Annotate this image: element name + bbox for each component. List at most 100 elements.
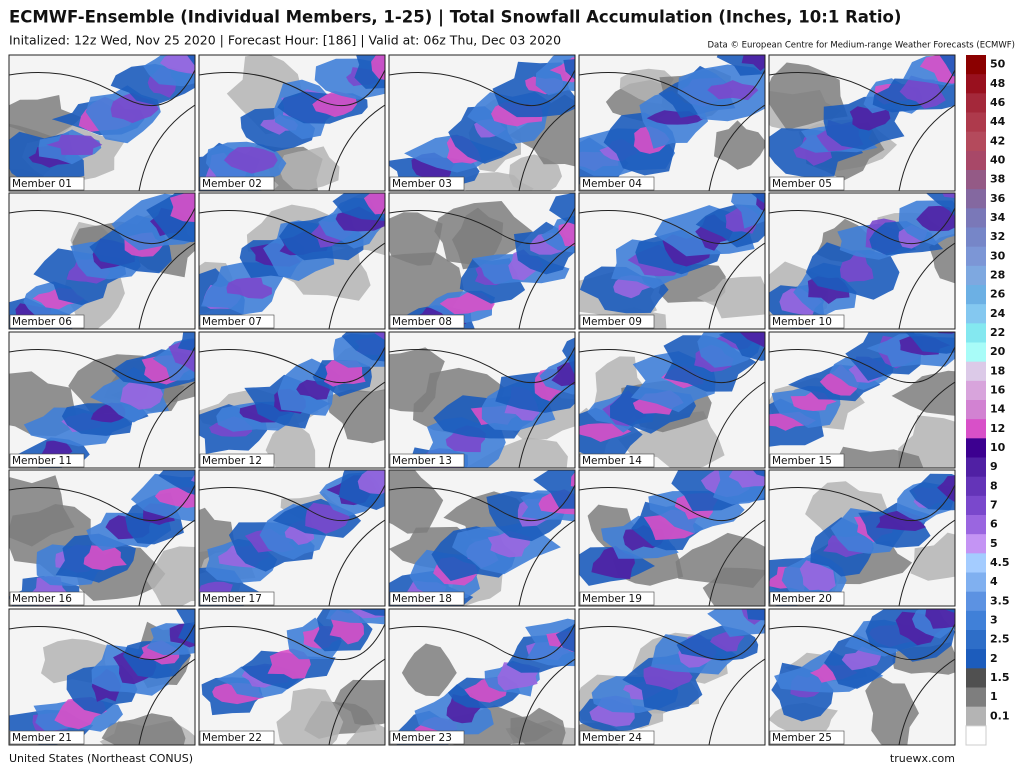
snow-band xyxy=(533,470,575,509)
coastline xyxy=(708,381,765,468)
subtitle: Initalized: 12z Wed, Nov 25 2020 | Forec… xyxy=(9,33,561,48)
snow-heavy xyxy=(169,193,195,222)
snow-light xyxy=(9,475,75,547)
map-panel xyxy=(9,193,195,329)
colorbar-label: 2.5 xyxy=(990,633,1010,646)
snow-heavy xyxy=(937,475,955,503)
colorbar-swatch xyxy=(966,112,986,133)
member-label: Member 03 xyxy=(392,178,452,190)
snow-heavy xyxy=(899,75,946,109)
snow-heavy xyxy=(799,560,836,592)
colorbar-label: 16 xyxy=(990,383,1006,396)
coastline xyxy=(328,242,385,329)
panel-frame xyxy=(578,54,766,192)
map-panel xyxy=(579,332,765,468)
member-label-box xyxy=(199,730,275,745)
colorbar-label: 44 xyxy=(990,115,1006,128)
snow-light xyxy=(389,470,444,534)
member-label-box xyxy=(9,314,85,329)
colorbar-label: 50 xyxy=(990,58,1006,71)
border xyxy=(389,346,575,384)
snow-heavy xyxy=(83,545,127,571)
coastline xyxy=(898,242,955,329)
coastline xyxy=(898,658,955,745)
member-label: Member 04 xyxy=(582,178,642,190)
coastline xyxy=(518,658,575,745)
panel-frame xyxy=(198,54,386,192)
panel-frame xyxy=(768,469,956,607)
colorbar-label: 42 xyxy=(990,134,1005,147)
footer-site: truewx.com xyxy=(890,752,955,765)
member-label-box xyxy=(199,314,275,329)
colorbar-swatch xyxy=(966,93,986,113)
colorbar-swatch xyxy=(966,246,986,267)
border xyxy=(199,346,385,384)
colorbar-swatch xyxy=(966,265,986,286)
colorbar-swatch xyxy=(966,189,986,209)
member-label-box xyxy=(769,730,845,745)
border xyxy=(9,484,195,522)
panel-frame xyxy=(578,469,766,607)
snow-band xyxy=(752,470,765,477)
snow-heavy xyxy=(191,470,195,483)
member-label: Member 21 xyxy=(12,732,72,744)
member-label: Member 11 xyxy=(12,455,72,467)
snow-band xyxy=(549,193,575,225)
panel-frame xyxy=(388,469,576,607)
snow-heavy xyxy=(357,470,385,495)
coastline xyxy=(518,242,575,329)
coastline xyxy=(708,519,765,606)
snow-heavy xyxy=(741,55,765,71)
colorbar-swatch xyxy=(966,400,986,420)
map-panel xyxy=(389,332,575,468)
colorbar-label: 3.5 xyxy=(990,594,1010,607)
member-label-box xyxy=(769,314,845,329)
snow-heavy xyxy=(710,631,745,652)
border xyxy=(9,69,195,107)
snow-heavy xyxy=(160,55,195,74)
member-label-box xyxy=(9,176,85,191)
colorbar-label: 4 xyxy=(990,575,998,588)
colorbar-swatch xyxy=(966,170,986,190)
snow-band xyxy=(562,337,575,374)
colorbar-swatch xyxy=(966,285,986,305)
colorbar-swatch xyxy=(966,380,986,401)
map-panel xyxy=(9,609,195,745)
panel-frame xyxy=(578,331,766,469)
snow-band xyxy=(177,332,195,352)
panel-frame xyxy=(8,331,196,469)
colorbar-swatch xyxy=(966,553,986,573)
member-label-box xyxy=(389,314,465,329)
colorbar-swatch xyxy=(966,342,986,363)
map-panel xyxy=(199,609,385,745)
snow-light xyxy=(265,405,316,468)
border xyxy=(579,207,765,245)
member-label: Member 02 xyxy=(202,178,262,190)
colorbar-swatch xyxy=(966,687,986,708)
snow-heavy xyxy=(374,332,385,341)
map-panel xyxy=(579,55,765,191)
coastline xyxy=(328,381,385,468)
member-label-box xyxy=(579,730,655,745)
panel-frame xyxy=(198,469,386,607)
colorbar-label: 7 xyxy=(990,498,998,511)
colorbar-label: 46 xyxy=(990,96,1006,109)
colorbar-swatch xyxy=(966,419,986,439)
colorbar-label: 0.1 xyxy=(990,709,1010,722)
member-label: Member 09 xyxy=(582,316,642,328)
colorbar-swatch xyxy=(966,706,986,727)
colorbar-swatch xyxy=(966,361,986,382)
border xyxy=(389,207,575,245)
map-panel xyxy=(769,193,955,329)
member-label: Member 12 xyxy=(202,455,262,467)
map-panel xyxy=(199,332,385,468)
map-panel xyxy=(389,609,575,745)
footer-region: United States (Northeast CONUS) xyxy=(9,752,193,765)
snow-band xyxy=(186,55,195,65)
snow-light xyxy=(910,532,955,581)
panel-frame xyxy=(768,54,956,192)
colorbar-swatch xyxy=(966,55,986,75)
member-label-box xyxy=(199,591,275,606)
coastline xyxy=(518,519,575,606)
